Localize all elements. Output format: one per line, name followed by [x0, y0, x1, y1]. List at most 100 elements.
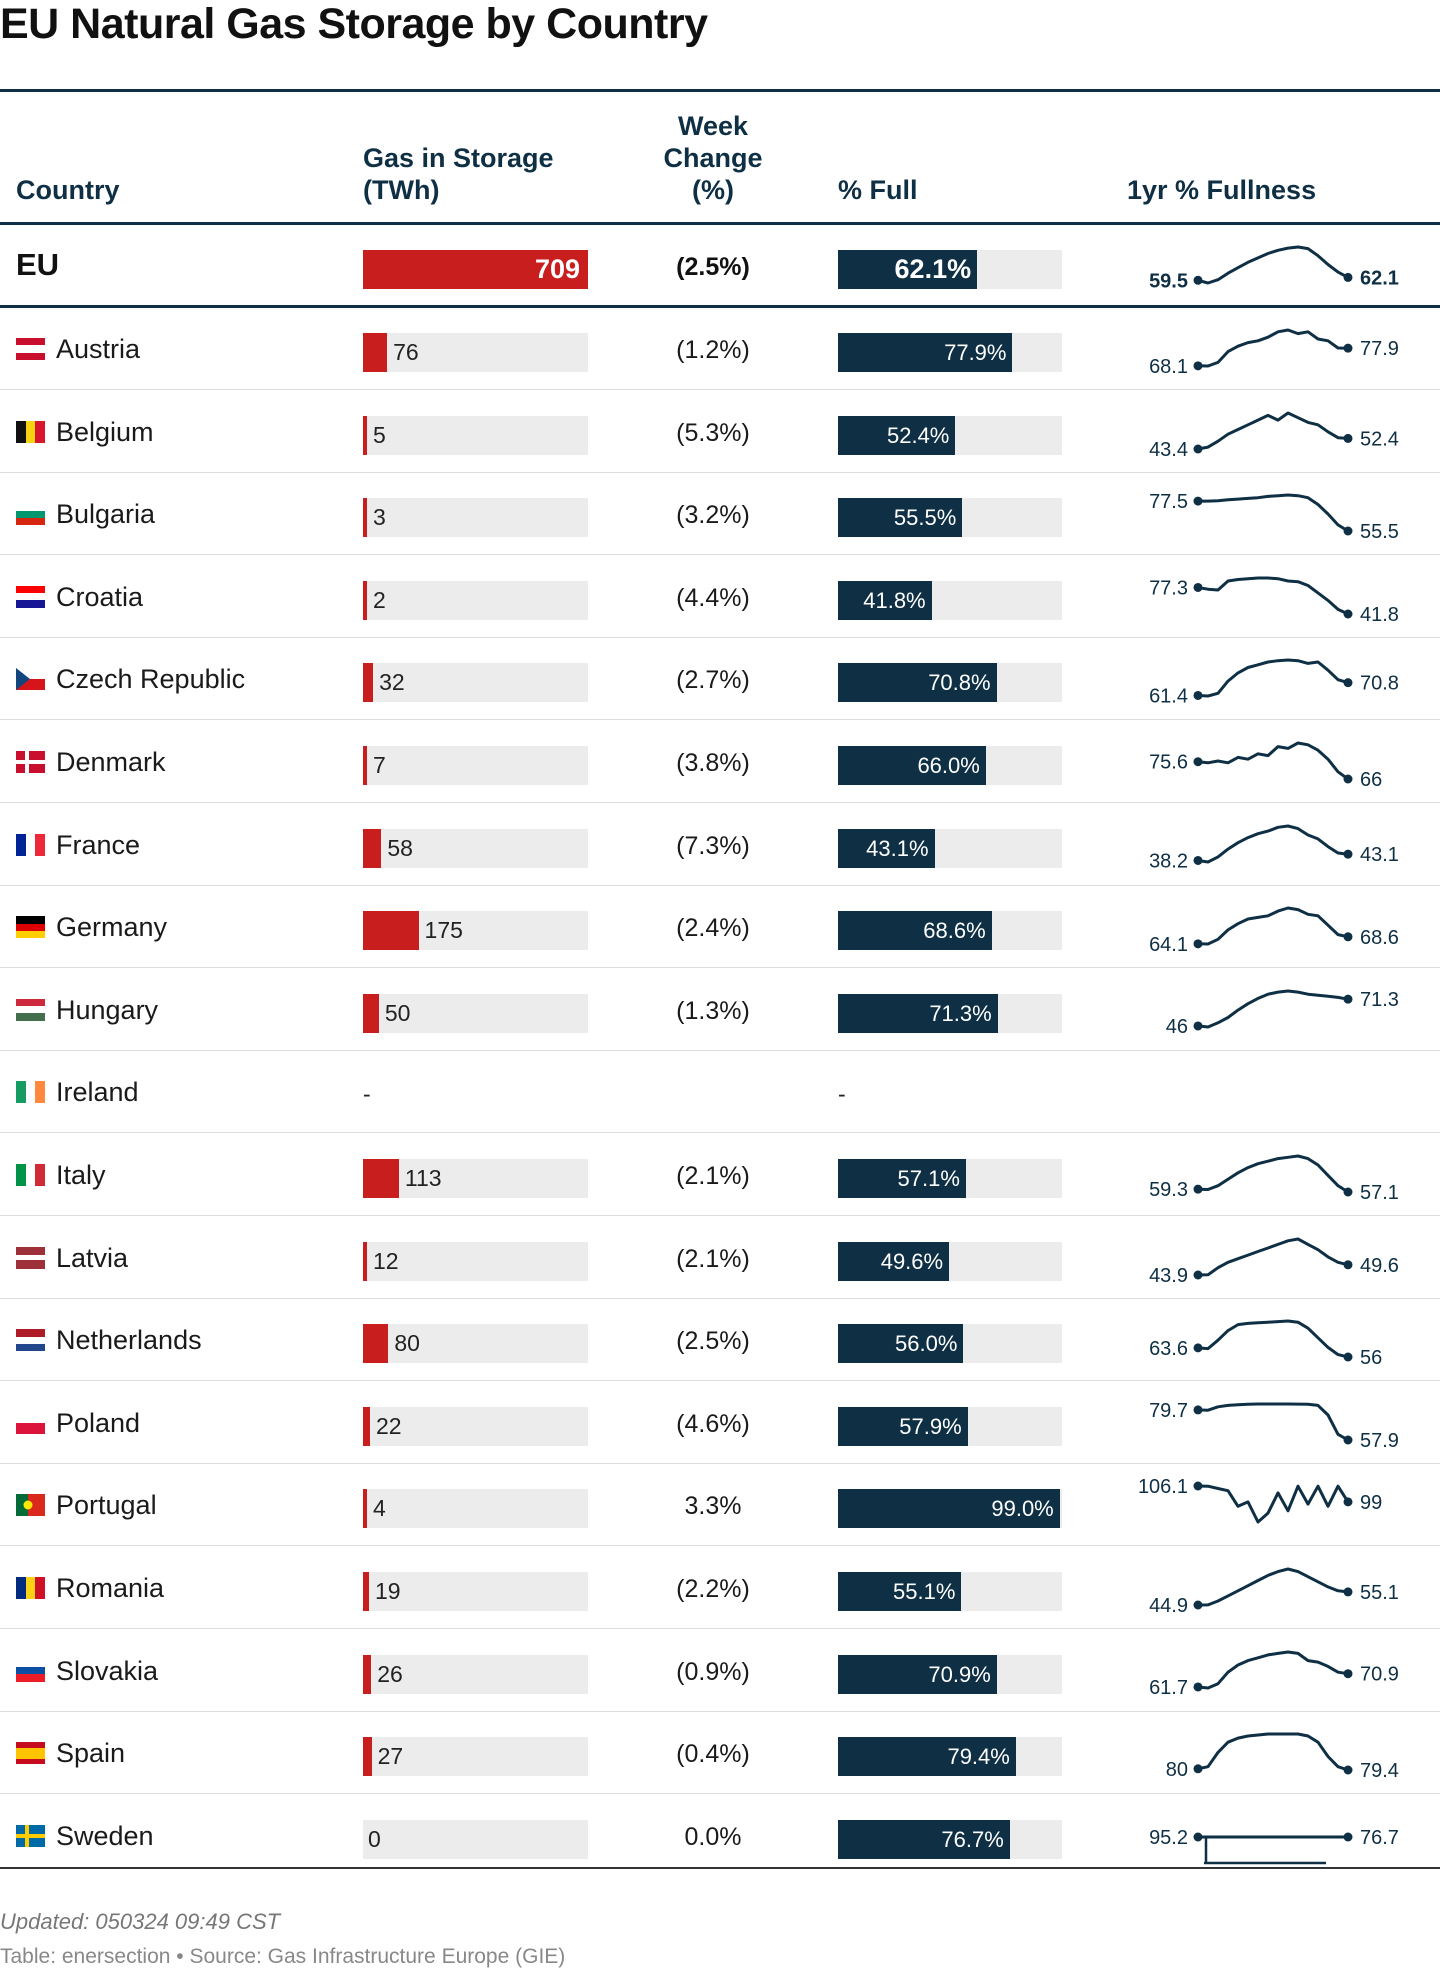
gas-value-missing: -: [363, 1081, 371, 1108]
week-change-value: (2.4%): [676, 914, 750, 943]
sparkline-start-dot: [1193, 691, 1203, 701]
sparkline-end-dot: [1343, 994, 1353, 1004]
table-row: Croatia 2 (4.4%) 41.8% 77.3 41.8: [0, 556, 1440, 638]
sparkline-start-dot: [1193, 757, 1203, 767]
row-divider: [0, 554, 1440, 556]
row-divider: [0, 1132, 1440, 1134]
gas-bar-track: 50: [363, 993, 588, 1033]
sparkline-start-label: 79.7: [1149, 1400, 1188, 1422]
sparkline-end-label: 49.6: [1360, 1254, 1399, 1276]
gas-bar-track: 19: [363, 1572, 588, 1611]
week-change-value: (0.9%): [676, 1657, 750, 1686]
country-name: Croatia: [56, 581, 144, 612]
gas-bar-track: 3: [363, 498, 588, 538]
week-change-value: (2.2%): [676, 1575, 750, 1603]
sparkline-path: [1197, 1484, 1350, 1524]
header-gas-line2: (TWh): [363, 175, 440, 205]
gas-value-label: 7: [373, 752, 386, 778]
week-change-value: (0.4%): [676, 1740, 750, 1769]
percent-full-bar: 66.0%: [838, 746, 986, 785]
sparkline-1yr-fullness: 95.2 76.7: [1149, 1827, 1399, 1865]
gas-bar-track: 113: [363, 1159, 588, 1198]
sparkline-start-dot: [1193, 275, 1203, 285]
week-change-value: (2.5%): [676, 1327, 750, 1356]
row-divider: [0, 636, 1440, 638]
gas-bar: [363, 498, 367, 538]
table-row: Belgium 5 (5.3%) 52.4% 43.4 52.4: [0, 391, 1440, 473]
sparkline-1yr-fullness: 106.1 99: [1138, 1476, 1382, 1524]
sparkline-1yr-fullness: 43.9 49.6: [1149, 1237, 1399, 1287]
flag-bg-icon: [16, 503, 45, 526]
percent-full-track: 79.4%: [838, 1737, 1062, 1777]
percent-full-label: 55.5%: [893, 505, 957, 531]
gas-value-label: 5: [373, 421, 386, 448]
gas-bar: [363, 415, 367, 455]
sparkline-end-label: 62.1: [1360, 267, 1399, 289]
gas-value-label: 19: [375, 1578, 401, 1604]
percent-full-track: 70.8%: [838, 663, 1062, 703]
percent-full-bar: 71.3%: [838, 993, 998, 1033]
percent-full-label: 99.0%: [991, 1496, 1054, 1522]
header-percent-full: % Full: [838, 175, 918, 205]
percent-full-track: 66.0%: [838, 746, 1062, 785]
row-divider: [0, 1545, 1440, 1547]
flag-ie-icon: [16, 1081, 45, 1104]
sparkline-path: [1197, 1402, 1349, 1442]
percent-full-label: 77.9%: [944, 340, 1007, 365]
sparkline-1yr-fullness: 64.1 68.6: [1149, 906, 1399, 956]
gas-bar-track: 0: [363, 1819, 588, 1859]
week-change-value: (4.4%): [676, 583, 750, 612]
sparkline-path: [1197, 1650, 1349, 1690]
sparkline-end-label: 68.6: [1360, 927, 1399, 949]
sparkline-1yr-fullness: 44.9 55.1: [1149, 1567, 1399, 1617]
row-divider: [0, 1793, 1440, 1795]
table-row: Hungary 50 (1.3%) 71.3% 46 71.3: [0, 969, 1440, 1051]
sparkline-start-label: 43.9: [1149, 1265, 1188, 1287]
sparkline-end-dot: [1343, 609, 1353, 619]
sparkline-start-label: 75.6: [1149, 752, 1188, 774]
week-change-value: (1.2%): [676, 336, 750, 364]
table-row: Spain 27 (0.4%) 79.4% 80 79.4: [0, 1712, 1440, 1795]
percent-full-bar: 55.1%: [838, 1572, 962, 1611]
gas-bar-track: 7: [363, 746, 588, 785]
gas-value-label: 76: [393, 339, 419, 365]
percent-full-track: 77.9%: [838, 333, 1062, 372]
country-name: Germany: [56, 912, 168, 943]
percent-full-label: 55.1%: [893, 1579, 956, 1604]
flag-es-icon: [16, 1742, 45, 1765]
sparkline-path: [1197, 576, 1349, 616]
sparkline-end-label: 57.1: [1360, 1182, 1399, 1204]
percent-full-bar: 99.0%: [838, 1489, 1060, 1529]
percent-full-label: 62.1%: [894, 254, 972, 284]
flag-de-icon: [16, 916, 45, 939]
table-row: France 58 (7.3%) 43.1% 38.2 43.1: [0, 804, 1440, 886]
sparkline-start-dot: [1193, 1764, 1203, 1774]
gas-bar: [363, 1241, 367, 1281]
gas-bar-track: 27: [363, 1737, 588, 1777]
sparkline-path: [1197, 1154, 1349, 1194]
percent-full-track: 99.0%: [838, 1489, 1062, 1529]
sparkline-end-dot: [1343, 1832, 1353, 1842]
header-country: Country: [16, 175, 120, 205]
row-divider: [0, 884, 1440, 886]
flag-fr-icon: [16, 833, 45, 856]
percent-full-bar: 57.9%: [838, 1406, 968, 1446]
week-change-value: (4.6%): [676, 1409, 750, 1438]
table-row: Portugal 4 3.3% 99.0% 106.1 99: [0, 1464, 1440, 1547]
sparkline-start-dot: [1193, 1405, 1203, 1415]
bottom-rule: [0, 1867, 1440, 1869]
percent-full-track: 70.9%: [838, 1654, 1062, 1694]
flag-pt-icon: [16, 1494, 45, 1517]
sparkline-start-label: 38.2: [1149, 850, 1188, 872]
gas-bar: [363, 333, 388, 372]
week-change-value: (3.2%): [676, 501, 750, 530]
sparkline-end-dot: [1343, 1587, 1353, 1597]
sparkline-1yr-fullness: 59.3 57.1: [1149, 1154, 1399, 1204]
table-row: Poland 22 (4.6%) 57.9% 79.7 57.9: [0, 1382, 1440, 1464]
flag-ro-icon: [16, 1577, 45, 1599]
row-divider: [0, 1380, 1440, 1382]
sparkline-path: [1197, 658, 1349, 698]
row-divider: [0, 389, 1440, 390]
sparkline-end-dot: [1343, 272, 1353, 282]
header-week-line1: Week: [677, 111, 749, 141]
